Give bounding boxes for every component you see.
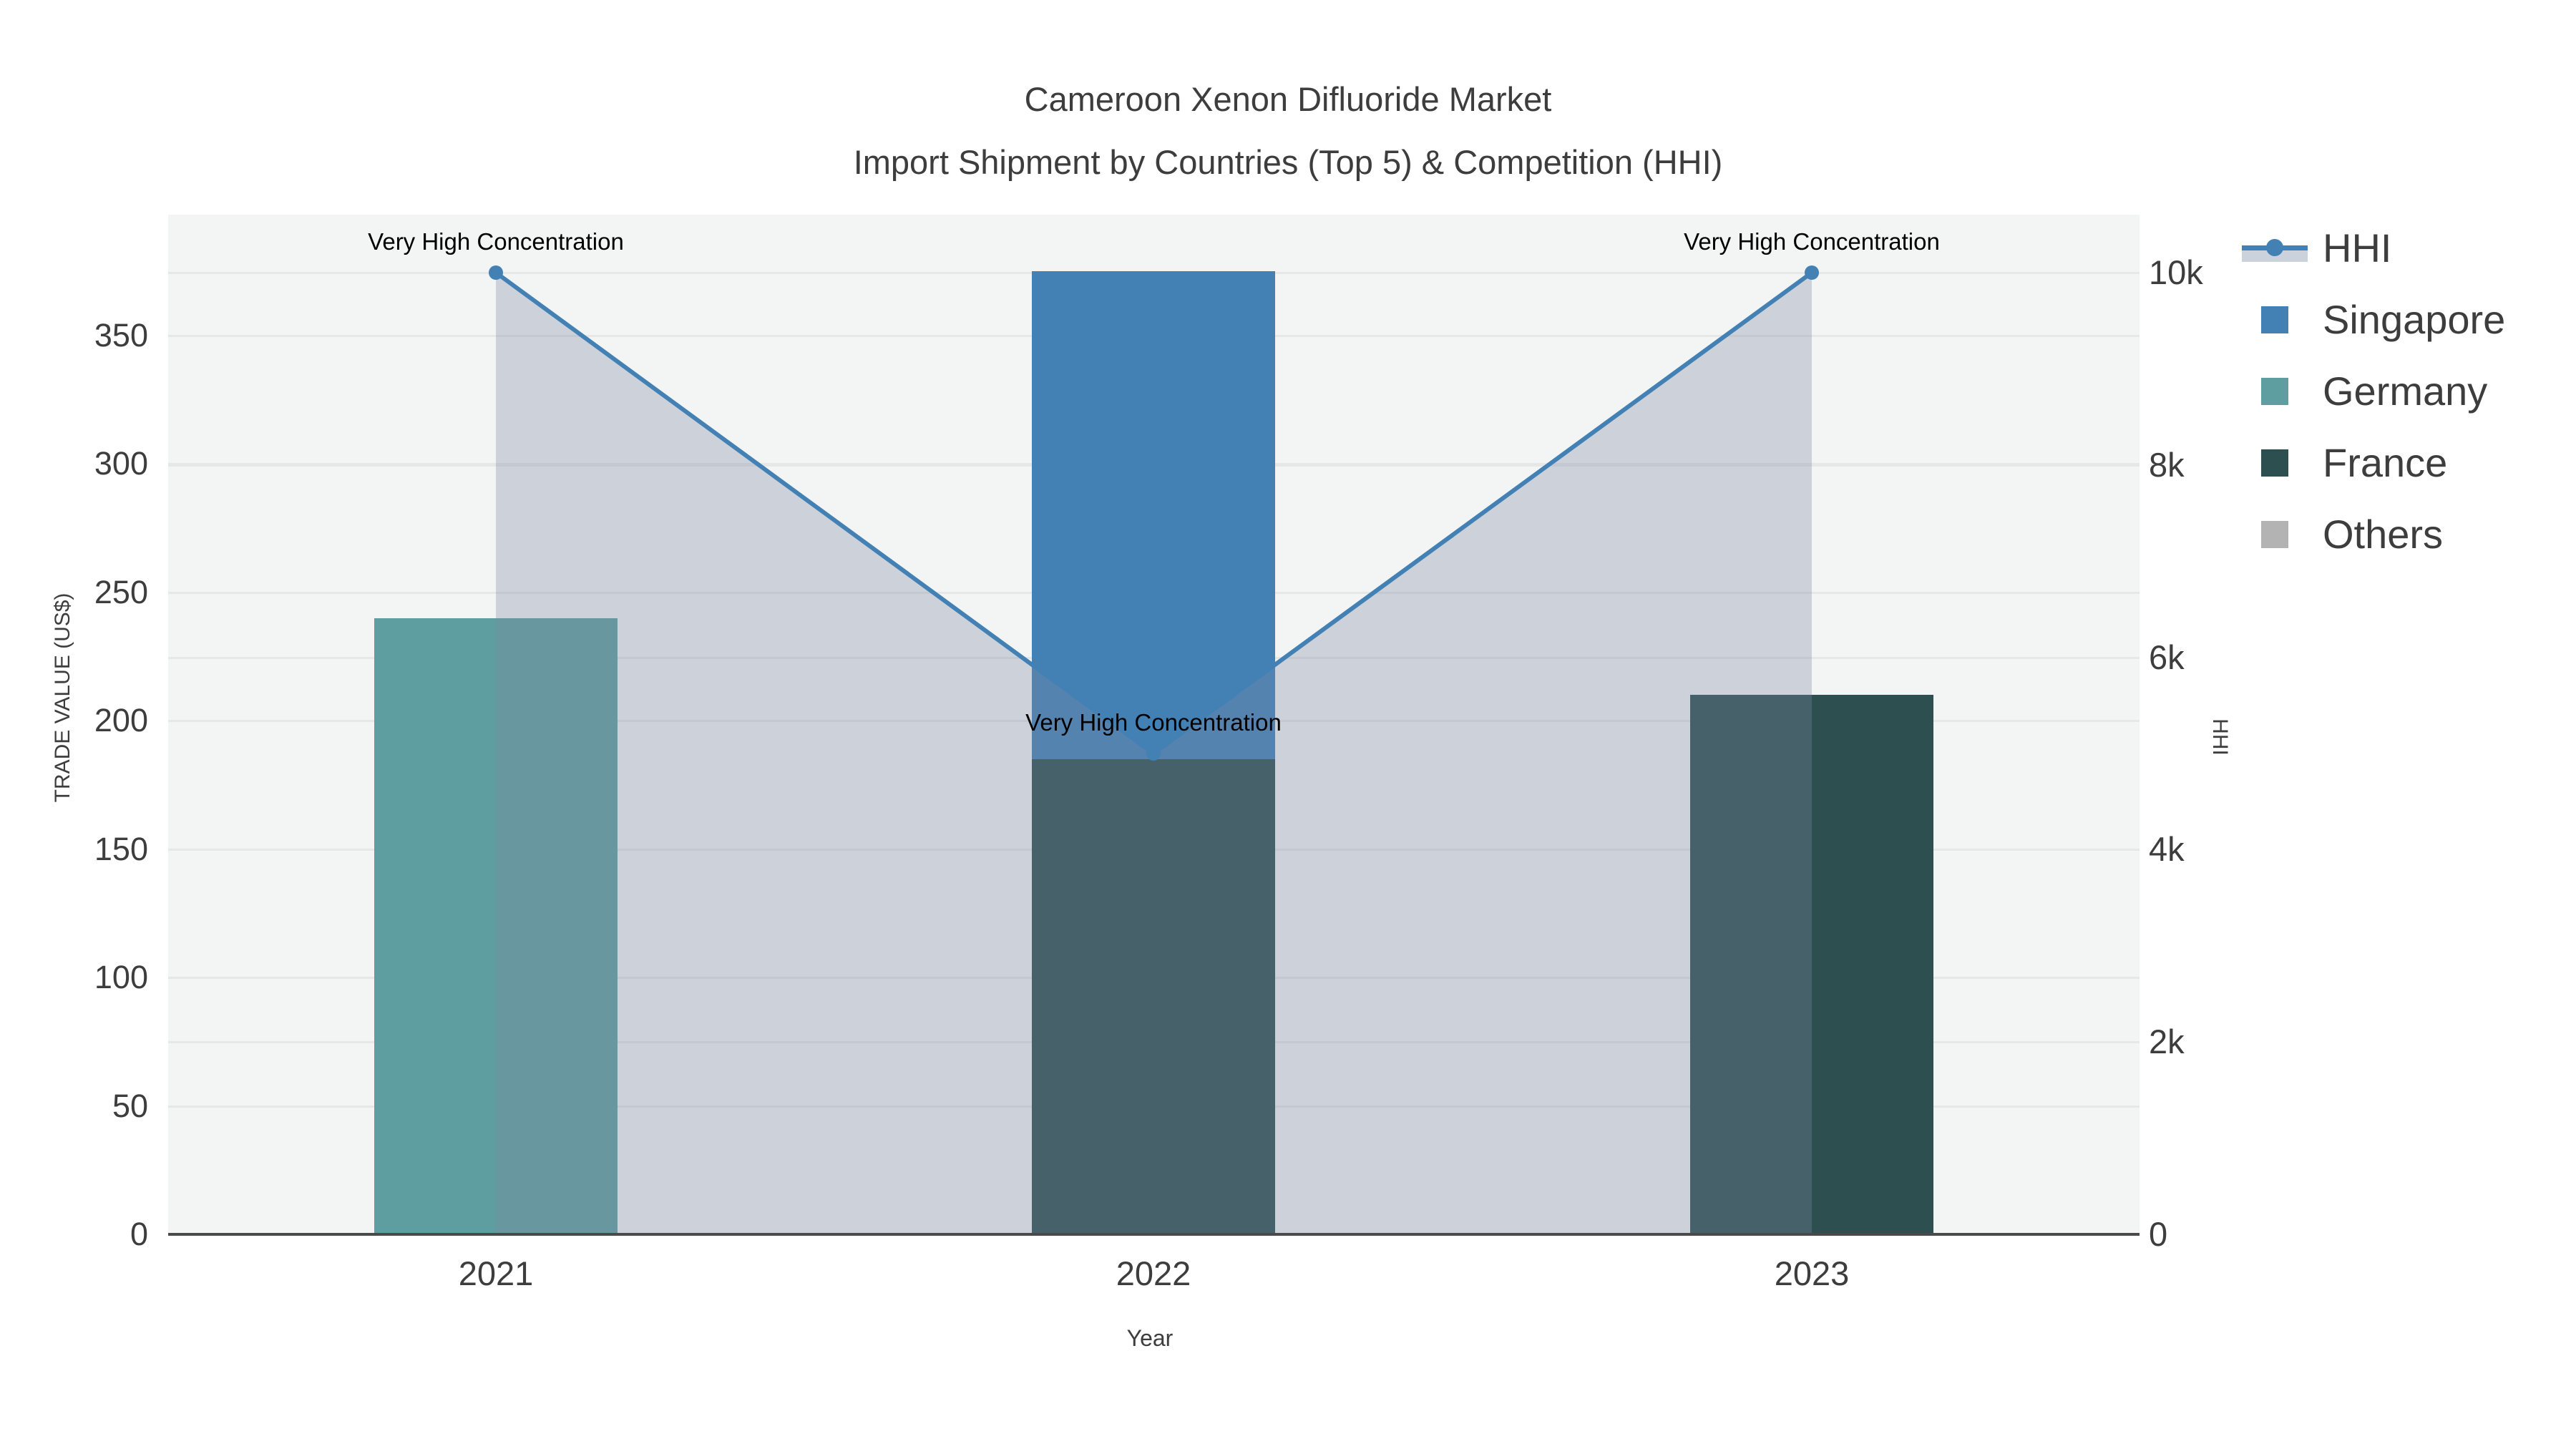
bar-france-2022[interactable] [1032, 759, 1275, 1234]
germany-color-square [2261, 378, 2288, 405]
annotation-2023: Very High Concentration [1684, 228, 1940, 255]
chart-title: Cameroon Xenon Difluoride Market [1024, 80, 1552, 118]
y-left-tick-250: 250 [94, 573, 148, 610]
chart-subtitle: Import Shipment by Countries (Top 5) & C… [853, 143, 1723, 181]
legend: HHI Singapore Germany France Others [2242, 228, 2505, 585]
legend-label-france: France [2323, 440, 2448, 485]
bar-france-2023[interactable] [1690, 695, 1933, 1234]
others-swatch-icon [2242, 514, 2310, 555]
annotation-2021: Very High Concentration [368, 228, 624, 255]
y-right-axis-title: HHI [2208, 718, 2232, 756]
chart-title-block: Cameroon Xenon Difluoride Market Import … [0, 68, 2576, 194]
y-left-axis-title: TRADE VALUE (US$) [51, 592, 74, 803]
y-left-tick-350: 350 [94, 317, 148, 353]
singapore-color-square [2261, 306, 2288, 333]
legend-item-germany[interactable]: Germany [2242, 371, 2505, 412]
france-color-square [2261, 449, 2288, 477]
y-left-tick-200: 200 [94, 702, 148, 739]
bar-germany-2021[interactable] [374, 618, 618, 1234]
y-right-tick-10k: 10k [2149, 253, 2203, 291]
y-right-tick-0: 0 [2149, 1215, 2168, 1253]
annotation-2022: Very High Concentration [1025, 709, 1282, 736]
legend-item-france[interactable]: France [2242, 442, 2505, 484]
legend-label-singapore: Singapore [2323, 297, 2506, 342]
hhi-marker-sample [2266, 239, 2283, 256]
y-left-tick-100: 100 [94, 959, 148, 996]
x-axis-title: Year [1126, 1325, 1174, 1351]
x-axis-line [168, 1233, 2140, 1236]
x-tick-2022: 2022 [1116, 1254, 1191, 1292]
france-swatch-icon [2242, 442, 2310, 484]
legend-label-hhi: HHI [2323, 225, 2392, 270]
x-tick-2023: 2023 [1774, 1254, 1850, 1292]
others-color-square [2261, 521, 2288, 548]
legend-label-others: Others [2323, 512, 2444, 557]
y-left-tick-300: 300 [94, 445, 148, 482]
y-right-tick-8k: 8k [2149, 445, 2185, 484]
singapore-swatch-icon [2242, 299, 2310, 341]
y-left-tick-150: 150 [94, 830, 148, 867]
y-left-tick-50: 50 [112, 1087, 148, 1124]
legend-item-singapore[interactable]: Singapore [2242, 299, 2505, 341]
hhi-line-icon [2242, 228, 2310, 269]
y-right-tick-6k: 6k [2149, 638, 2185, 676]
legend-label-germany: Germany [2323, 369, 2488, 414]
legend-item-hhi[interactable]: HHI [2242, 228, 2505, 269]
germany-swatch-icon [2242, 371, 2310, 412]
y-right-tick-2k: 2k [2149, 1023, 2185, 1061]
bar-singapore-2022[interactable] [1032, 271, 1275, 760]
y-left-tick-0: 0 [130, 1216, 148, 1252]
legend-item-others[interactable]: Others [2242, 514, 2505, 555]
x-tick-2021: 2021 [458, 1254, 534, 1292]
y-right-tick-4k: 4k [2149, 830, 2185, 869]
